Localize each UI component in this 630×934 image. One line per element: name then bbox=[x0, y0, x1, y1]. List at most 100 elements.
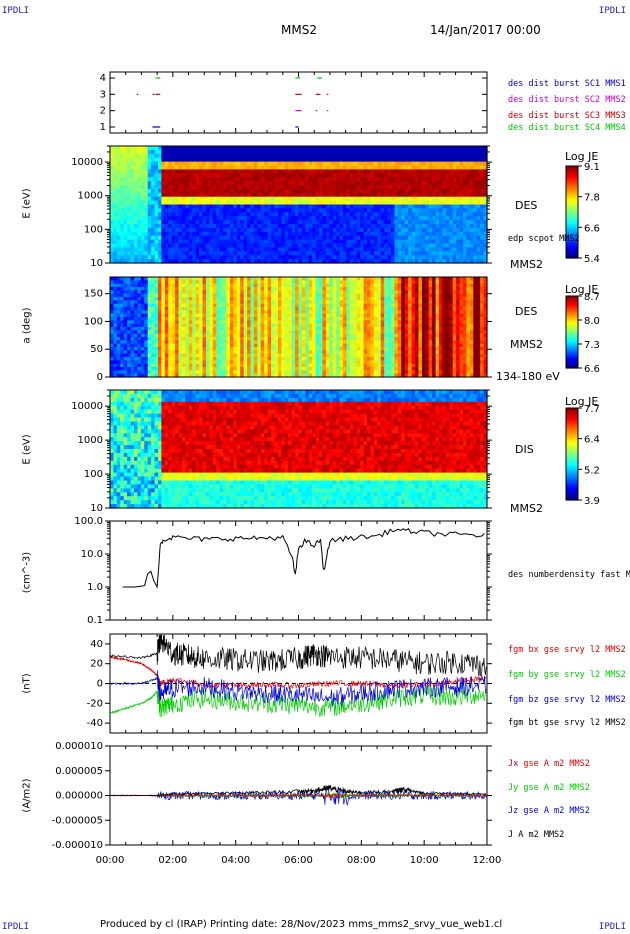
heatmap-cell bbox=[257, 251, 262, 256]
heatmap-cell bbox=[411, 157, 416, 163]
heatmap-cell bbox=[298, 227, 303, 233]
heatmap-cell bbox=[130, 307, 135, 311]
heatmap-cell bbox=[236, 204, 241, 209]
heatmap-cell bbox=[466, 192, 471, 198]
heatmap-cell bbox=[432, 259, 437, 264]
heatmap-cell bbox=[463, 169, 468, 174]
heatmap-cell bbox=[171, 373, 176, 378]
heatmap-cell bbox=[312, 259, 317, 264]
heatmap-cell bbox=[202, 337, 207, 341]
heatmap-cell bbox=[161, 165, 166, 170]
heatmap-cell bbox=[171, 290, 176, 295]
heatmap-cell bbox=[127, 220, 132, 225]
heatmap-cell bbox=[404, 169, 409, 174]
heatmap-cell bbox=[301, 239, 306, 245]
heatmap-cell bbox=[195, 188, 200, 194]
heatmap-cell bbox=[185, 343, 190, 348]
heatmap-cell bbox=[229, 323, 234, 328]
heatmap-cell bbox=[185, 220, 190, 225]
heatmap-cell bbox=[137, 367, 142, 371]
heatmap-cell bbox=[195, 227, 200, 233]
heatmap-cell bbox=[192, 373, 197, 378]
heatmap-cell bbox=[308, 212, 313, 217]
heatmap-cell bbox=[161, 208, 166, 213]
heatmap-cell bbox=[243, 216, 248, 221]
heatmap-cell bbox=[452, 173, 457, 178]
heatmap-cell bbox=[322, 188, 327, 194]
heatmap-cell bbox=[363, 200, 368, 206]
heatmap-cell bbox=[274, 185, 279, 190]
heatmap-cell bbox=[473, 165, 478, 170]
heatmap-cell bbox=[418, 216, 423, 221]
heatmap-cell bbox=[229, 188, 234, 194]
heatmap-cell bbox=[161, 177, 166, 182]
heatmap-cell bbox=[301, 149, 306, 155]
heatmap-cell bbox=[209, 290, 214, 295]
heatmap-cell bbox=[157, 204, 163, 209]
heatmap-cell bbox=[408, 235, 413, 241]
heatmap-cell bbox=[161, 157, 166, 163]
heatmap-cell bbox=[178, 323, 183, 328]
heatmap-cell bbox=[113, 157, 118, 163]
heatmap-cell bbox=[411, 255, 416, 260]
heatmap-cell bbox=[219, 208, 224, 213]
heatmap-cell bbox=[137, 185, 142, 190]
heatmap-cell bbox=[456, 239, 461, 245]
heatmap-cell bbox=[209, 204, 214, 209]
heatmap-cell bbox=[140, 239, 145, 245]
heatmap-cell bbox=[123, 208, 128, 213]
heatmap-cell bbox=[391, 259, 396, 264]
heatmap-cell bbox=[199, 146, 204, 151]
heatmap-cell bbox=[216, 370, 221, 375]
heatmap-cell bbox=[202, 149, 207, 155]
heatmap-cell bbox=[229, 357, 234, 361]
heatmap-cell bbox=[415, 231, 420, 237]
heatmap-cell bbox=[110, 340, 115, 345]
heatmap-cell bbox=[181, 357, 186, 361]
heatmap-cell bbox=[229, 347, 234, 351]
heatmap-cell bbox=[442, 173, 447, 178]
heatmap-cell bbox=[401, 173, 406, 178]
heatmap-cell bbox=[370, 212, 375, 217]
heatmap-cell bbox=[469, 251, 474, 256]
colorbar-cell bbox=[566, 179, 578, 183]
heatmap-cell bbox=[226, 165, 231, 170]
heatmap-cell bbox=[185, 337, 190, 341]
heatmap-cell bbox=[123, 320, 128, 325]
heatmap-cell bbox=[130, 330, 135, 335]
heatmap-cell bbox=[140, 227, 145, 233]
heatmap-cell bbox=[445, 239, 450, 245]
heatmap-cell bbox=[133, 235, 139, 241]
heatmap-cell bbox=[415, 239, 420, 245]
heatmap-cell bbox=[195, 192, 200, 198]
heatmap-cell bbox=[456, 255, 461, 260]
heatmap-cell bbox=[391, 161, 396, 167]
heatmap-cell bbox=[456, 192, 461, 198]
heatmap-cell bbox=[144, 310, 149, 315]
heatmap-cell bbox=[154, 149, 159, 155]
heatmap-cell bbox=[476, 239, 481, 245]
corner-mark-left: IPDLI bbox=[2, 6, 30, 16]
heatmap-cell bbox=[349, 181, 354, 186]
heatmap-cell bbox=[113, 235, 118, 241]
heatmap-cell bbox=[346, 220, 351, 225]
heatmap-cell bbox=[449, 185, 454, 190]
heatmap-cell bbox=[380, 212, 385, 217]
heatmap-cell bbox=[387, 181, 392, 186]
heatmap-cell bbox=[164, 220, 169, 225]
heatmap-cell bbox=[127, 149, 132, 155]
heatmap-cell bbox=[195, 317, 200, 321]
heatmap-cell bbox=[178, 280, 183, 285]
heatmap-cell bbox=[219, 165, 224, 170]
heatmap-cell bbox=[380, 208, 385, 213]
heatmap-cell bbox=[442, 146, 447, 151]
heatmap-cell bbox=[133, 293, 139, 298]
heatmap-cell bbox=[408, 255, 413, 260]
heatmap-cell bbox=[140, 185, 145, 190]
heatmap-cell bbox=[236, 220, 241, 225]
heatmap-cell bbox=[425, 181, 430, 186]
heatmap-cell bbox=[435, 224, 440, 229]
heatmap-cell bbox=[243, 251, 248, 256]
heatmap-cell bbox=[219, 212, 224, 217]
heatmap-cell bbox=[120, 297, 125, 301]
